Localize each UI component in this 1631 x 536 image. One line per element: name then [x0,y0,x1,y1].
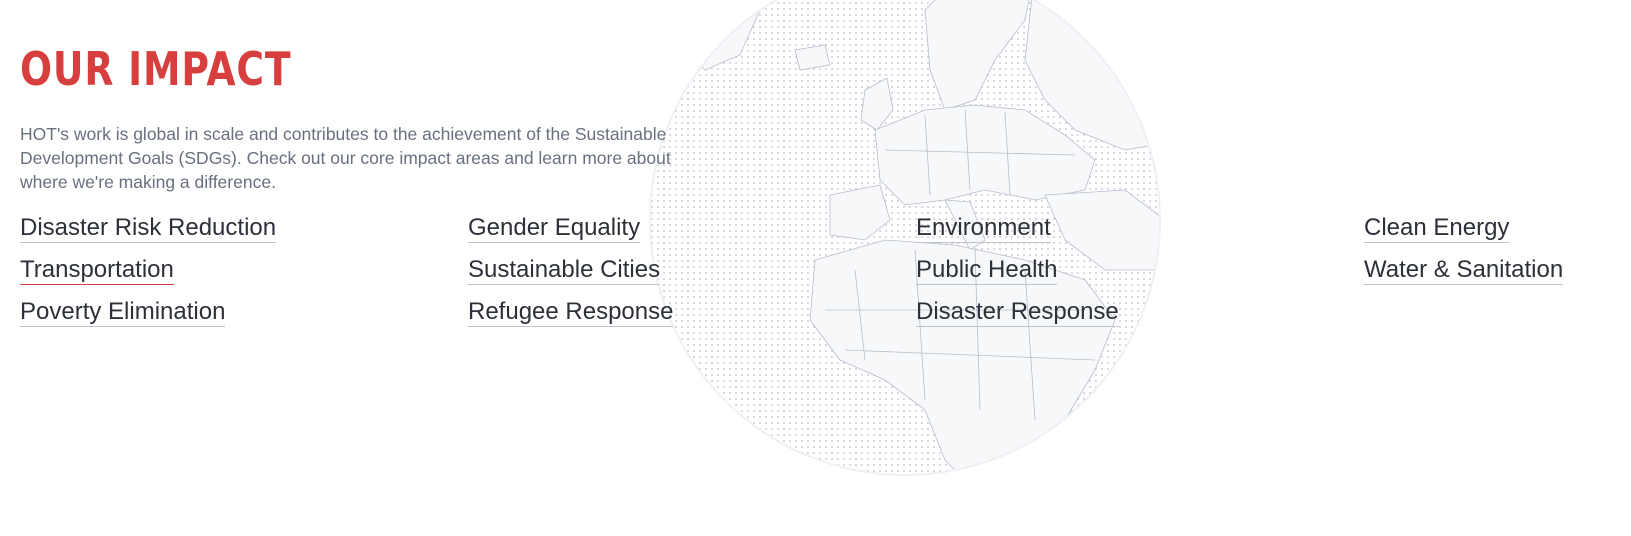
impact-link-water-sanitation[interactable]: Water & Sanitation [1364,256,1564,285]
impact-areas-list: Disaster Risk Reduction Transportation P… [20,214,1620,344]
impact-link-disaster-response[interactable]: Disaster Response [916,298,1119,327]
impact-link-sustainable-cities[interactable]: Sustainable Cities [468,256,661,285]
impact-link-refugee-response[interactable]: Refugee Response [468,298,674,327]
impact-link-disaster-risk-reduction[interactable]: Disaster Risk Reduction [20,214,277,243]
impact-link-poverty-elimination[interactable]: Poverty Elimination [20,298,226,327]
section-intro: HOT's work is global in scale and contri… [20,124,671,192]
impact-link-environment[interactable]: Environment [916,214,1051,243]
section-title: OUR IMPACT [20,42,292,96]
impact-link-gender-equality[interactable]: Gender Equality [468,214,641,243]
world-globe-icon [649,0,1161,476]
impact-link-transportation[interactable]: Transportation [20,256,174,285]
impact-link-public-health[interactable]: Public Health [916,256,1058,285]
impact-link-clean-energy[interactable]: Clean Energy [1364,214,1510,243]
